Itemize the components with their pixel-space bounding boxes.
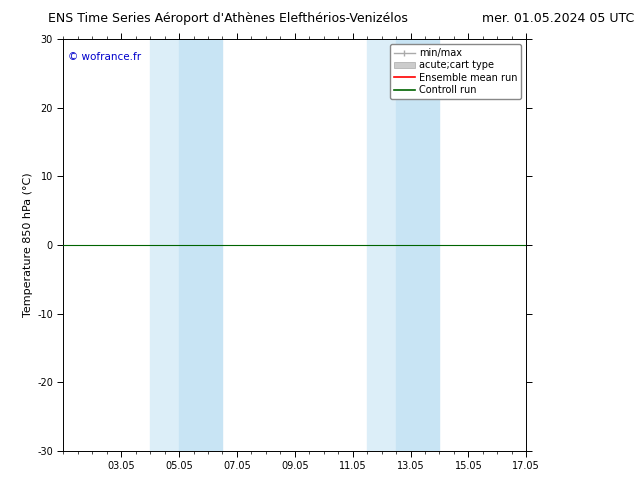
Y-axis label: Temperature 850 hPa (°C): Temperature 850 hPa (°C) bbox=[23, 172, 33, 318]
Text: ENS Time Series Aéroport d'Athènes Elefthérios-Venizélos: ENS Time Series Aéroport d'Athènes Eleft… bbox=[48, 12, 408, 25]
Bar bbox=[150, 39, 179, 451]
Bar bbox=[396, 39, 439, 451]
Bar bbox=[179, 39, 223, 451]
Text: © wofrance.fr: © wofrance.fr bbox=[68, 51, 141, 62]
Legend: min/max, acute;cart type, Ensemble mean run, Controll run: min/max, acute;cart type, Ensemble mean … bbox=[390, 44, 521, 99]
Text: mer. 01.05.2024 05 UTC: mer. 01.05.2024 05 UTC bbox=[482, 12, 634, 25]
Bar bbox=[367, 39, 396, 451]
